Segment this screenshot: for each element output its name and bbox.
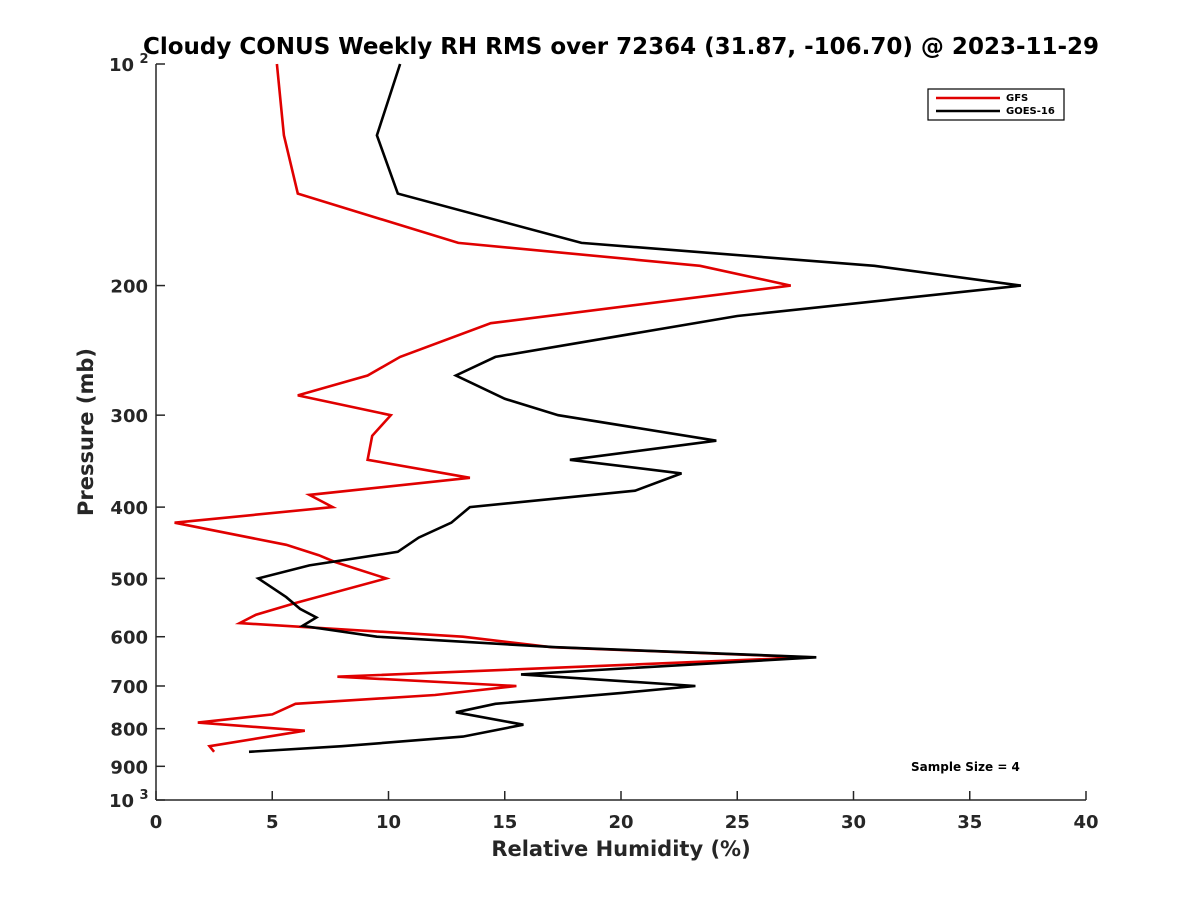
x-tick-label: 10 xyxy=(376,812,401,833)
x-tick-label: 15 xyxy=(492,812,517,833)
plot-series xyxy=(174,63,1022,754)
y-tick-label: 800 xyxy=(110,720,148,741)
legend: GFS GOES-16 xyxy=(927,88,1065,121)
chart-title: Cloudy CONUS Weekly RH RMS over 72364 (3… xyxy=(143,34,1099,60)
x-tick-label: 35 xyxy=(957,812,982,833)
legend-box xyxy=(927,88,1065,121)
sample-size-annotation: Sample Size = 4 xyxy=(911,760,1020,774)
y-tick-label: 400 xyxy=(110,498,148,519)
y-tick-label: 10 xyxy=(109,791,134,812)
legend-label-goes16: GOES-16 xyxy=(1006,106,1055,117)
x-tick-label: 0 xyxy=(150,812,163,833)
y-tick-label: 600 xyxy=(110,628,148,649)
y-tick-exponent: 2 xyxy=(139,52,148,67)
x-tick-label: 30 xyxy=(841,812,866,833)
y-tick-label: 200 xyxy=(110,277,148,298)
x-ticks: 0 5 10 15 20 25 30 35 40 xyxy=(150,791,1099,833)
y-tick-label: 700 xyxy=(110,677,148,698)
y-ticks: 10 2 200 300 400 500 600 700 800 900 10 3 xyxy=(109,52,165,812)
x-tick-label: 25 xyxy=(725,812,750,833)
x-tick-label: 20 xyxy=(608,812,633,833)
series-line-gfs xyxy=(174,63,810,753)
x-tick-label: 5 xyxy=(266,812,279,833)
x-tick-label: 40 xyxy=(1073,812,1098,833)
y-tick-exponent: 3 xyxy=(139,788,148,803)
y-axis-label: Pressure (mb) xyxy=(74,348,98,516)
y-tick-label: 10 xyxy=(109,55,134,76)
legend-label-gfs: GFS xyxy=(1006,93,1028,104)
y-tick-label: 500 xyxy=(110,569,148,590)
series-line-goes16 xyxy=(248,63,1022,754)
y-tick-label: 900 xyxy=(110,757,148,778)
x-axis-label: Relative Humidity (%) xyxy=(491,837,750,861)
y-tick-label: 300 xyxy=(110,406,148,427)
